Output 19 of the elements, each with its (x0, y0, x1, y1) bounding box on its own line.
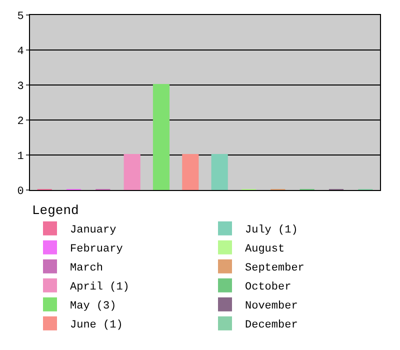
y-tick-label: 4 (17, 46, 24, 58)
y-tick-label: 5 (17, 10, 24, 23)
legend-label: April (1) (70, 282, 130, 294)
legend-title: Legend (32, 202, 79, 218)
y-tick-label: 1 (17, 150, 24, 163)
legend-label: August (245, 244, 285, 256)
legend-label: January (70, 224, 117, 237)
legend-label: July (1) (245, 224, 298, 237)
legend-label: June (1) (70, 320, 123, 332)
legend-label: December (245, 320, 298, 332)
legend-label: October (245, 282, 292, 294)
y-tick-label: 3 (17, 80, 24, 93)
legend-label: March (70, 262, 104, 275)
legend-label: September (245, 262, 304, 275)
y-tick-label: 2 (17, 116, 24, 128)
legend-label: May (3) (70, 300, 116, 313)
legend-label: November (245, 300, 298, 313)
y-tick-label: 0 (17, 186, 24, 198)
legend-label: February (70, 244, 124, 256)
